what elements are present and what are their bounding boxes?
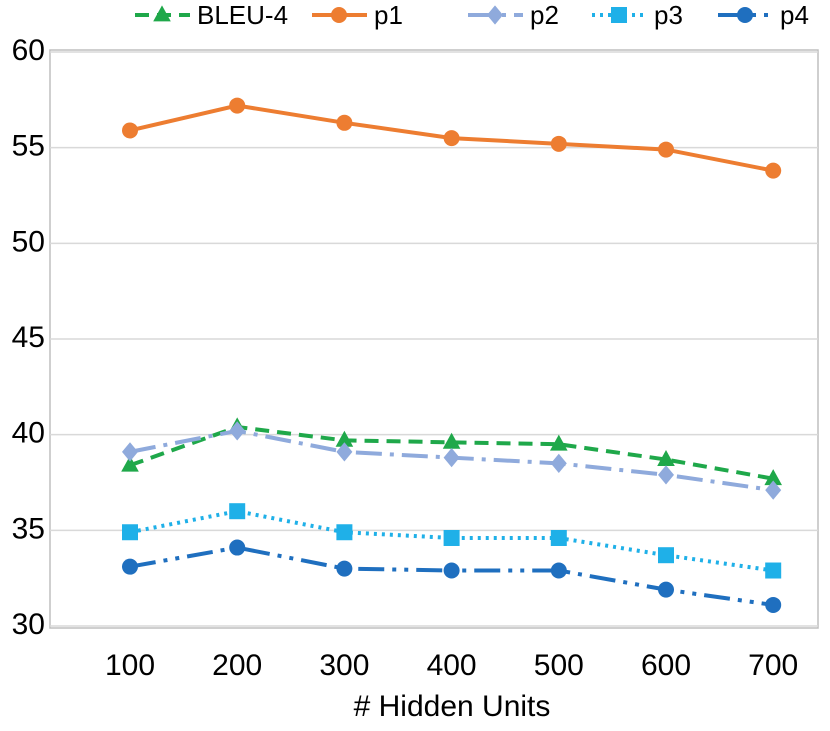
- data-point: [229, 97, 246, 114]
- data-point: [764, 469, 782, 486]
- legend-marker: [487, 5, 503, 25]
- data-point: [550, 135, 567, 152]
- legend-marker: [611, 7, 627, 23]
- data-point: [765, 480, 782, 500]
- legend-label: p4: [780, 0, 809, 30]
- data-point: [122, 442, 138, 462]
- y-tick-label: 60: [12, 34, 45, 67]
- data-point: [765, 596, 782, 613]
- legend-marker: [153, 5, 171, 22]
- data-point: [765, 162, 782, 179]
- y-tick-label: 45: [12, 321, 45, 354]
- legend-label: p3: [654, 0, 683, 30]
- x-tick-label: 500: [534, 649, 584, 682]
- data-point: [336, 114, 353, 131]
- data-point: [657, 449, 675, 466]
- data-point: [442, 432, 461, 449]
- legend-label: p1: [374, 0, 403, 30]
- data-point: [336, 524, 353, 541]
- y-tick-label: 55: [12, 130, 45, 163]
- data-point: [229, 421, 246, 441]
- data-point: [765, 562, 782, 579]
- data-point: [229, 503, 246, 520]
- x-tick-label: 300: [319, 649, 369, 682]
- data-point: [443, 130, 460, 147]
- legend-marker: [331, 7, 347, 23]
- x-tick-label: 200: [212, 649, 262, 682]
- data-point: [443, 448, 460, 468]
- data-point: [658, 581, 674, 598]
- y-tick-label: 30: [12, 608, 45, 641]
- x-tick-label: 400: [427, 649, 477, 682]
- x-tick-label: 600: [641, 649, 691, 682]
- data-point: [658, 465, 674, 485]
- data-point: [229, 539, 246, 556]
- data-point: [122, 524, 138, 541]
- legend-marker: [737, 7, 753, 23]
- data-point: [336, 442, 353, 462]
- data-point: [122, 122, 138, 139]
- data-point: [336, 560, 353, 577]
- y-tick-label: 50: [12, 225, 45, 258]
- legend-label: p2: [530, 0, 559, 30]
- data-point: [122, 558, 138, 575]
- data-point: [550, 453, 567, 473]
- x-tick-label: 700: [748, 649, 798, 682]
- data-point: [443, 529, 460, 546]
- data-point: [335, 430, 354, 447]
- data-point: [443, 562, 460, 579]
- x-tick-label: 100: [105, 649, 155, 682]
- legend-label: BLEU-4: [197, 0, 288, 30]
- x-axis-title: # Hidden Units: [354, 690, 551, 723]
- data-point: [550, 434, 568, 451]
- data-point: [550, 562, 567, 579]
- y-tick-label: 40: [12, 417, 45, 450]
- data-point: [121, 455, 139, 472]
- data-point: [550, 529, 567, 546]
- data-point: [658, 547, 674, 564]
- data-point: [658, 141, 674, 158]
- y-tick-label: 35: [12, 512, 45, 545]
